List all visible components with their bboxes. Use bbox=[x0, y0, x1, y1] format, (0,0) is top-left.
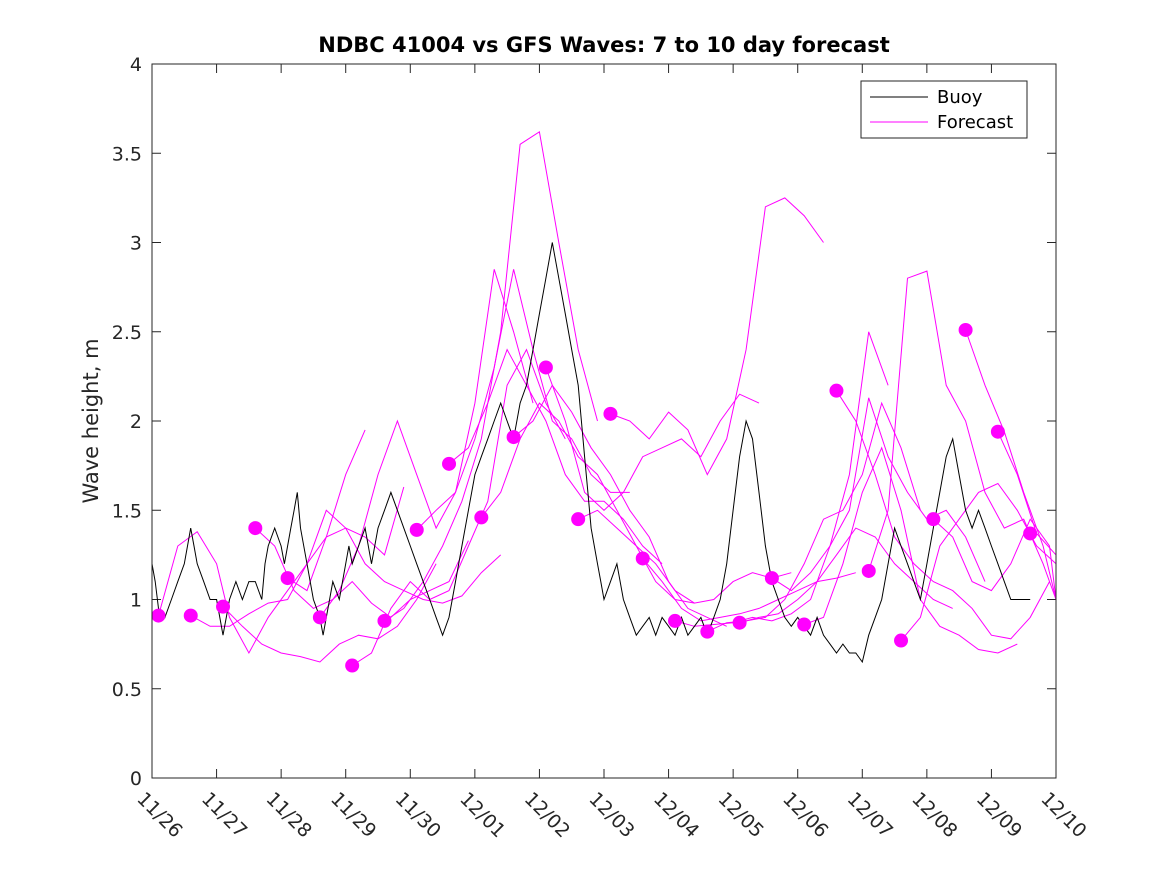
forecast-marker bbox=[474, 510, 489, 525]
y-tick-label: 3.5 bbox=[112, 143, 142, 165]
forecast-marker bbox=[442, 456, 457, 471]
forecast-marker bbox=[506, 430, 521, 445]
forecast-marker bbox=[603, 406, 618, 421]
y-tick-label: 1 bbox=[130, 590, 142, 612]
forecast-marker bbox=[571, 512, 586, 527]
y-tick-label: 2.5 bbox=[112, 322, 142, 344]
y-tick-label: 0 bbox=[130, 768, 142, 790]
buoy-line bbox=[151, 242, 1031, 664]
forecast-line bbox=[190, 486, 405, 627]
forecast-marker bbox=[894, 633, 909, 648]
forecast-line bbox=[577, 509, 792, 604]
y-tick-label: 0.5 bbox=[112, 679, 142, 701]
forecast-line bbox=[448, 348, 663, 565]
axes-box bbox=[151, 63, 1057, 779]
forecast-line bbox=[771, 397, 986, 592]
forecast-marker bbox=[958, 322, 973, 337]
forecast-marker bbox=[538, 360, 553, 375]
y-tick-label: 3 bbox=[130, 233, 142, 255]
plot-area bbox=[152, 64, 1056, 778]
forecast-marker bbox=[345, 658, 360, 673]
forecast-marker bbox=[151, 608, 166, 623]
forecast-marker bbox=[377, 613, 392, 628]
forecast-marker bbox=[668, 613, 683, 628]
forecast-marker bbox=[797, 617, 812, 632]
markers-group bbox=[151, 322, 1038, 673]
forecast-line bbox=[513, 384, 727, 627]
forecast-marker bbox=[183, 608, 198, 623]
forecast-marker bbox=[312, 610, 327, 625]
forecast-line bbox=[222, 563, 437, 663]
forecast-marker bbox=[280, 571, 295, 586]
forecast-marker bbox=[248, 521, 263, 536]
forecast-marker bbox=[829, 383, 844, 398]
forecast-line bbox=[480, 402, 695, 604]
y-tick-label: 1.5 bbox=[112, 500, 142, 522]
forecast-line bbox=[642, 558, 856, 622]
forecast-line bbox=[545, 367, 760, 511]
forecast-marker bbox=[732, 615, 747, 630]
forecast-line bbox=[610, 197, 824, 476]
y-tick-label: 2 bbox=[130, 411, 142, 433]
forecast-marker bbox=[700, 624, 715, 639]
y-tick-label: 4 bbox=[130, 54, 142, 76]
forecast-marker bbox=[409, 522, 424, 537]
forecast-line bbox=[287, 527, 502, 604]
forecast-line bbox=[836, 390, 1050, 640]
forecast-marker bbox=[990, 424, 1005, 439]
forecast-line bbox=[932, 518, 1057, 600]
forecast-line bbox=[965, 329, 1057, 600]
legend-forecast-label: Forecast bbox=[937, 112, 1013, 133]
legend: Buoy Forecast bbox=[860, 80, 1028, 139]
forecast-line bbox=[319, 269, 534, 618]
forecast-marker bbox=[861, 563, 876, 578]
legend-buoy-label: Buoy bbox=[937, 87, 983, 108]
forecast-line bbox=[416, 269, 630, 531]
legend-box bbox=[860, 80, 1028, 139]
forecast-marker bbox=[926, 512, 941, 527]
forecast-line bbox=[997, 431, 1057, 556]
forecast-marker bbox=[635, 551, 650, 566]
forecast-marker bbox=[1023, 526, 1038, 541]
forecast-line bbox=[384, 130, 598, 622]
y-axis-label: Wave height, m bbox=[79, 338, 103, 503]
forecast-marker bbox=[216, 599, 231, 614]
chart-title: NDBC 41004 vs GFS Waves: 7 to 10 day for… bbox=[318, 33, 889, 57]
forecast-line bbox=[804, 446, 1018, 654]
forecast-line bbox=[158, 429, 366, 655]
forecast-marker bbox=[764, 571, 779, 586]
